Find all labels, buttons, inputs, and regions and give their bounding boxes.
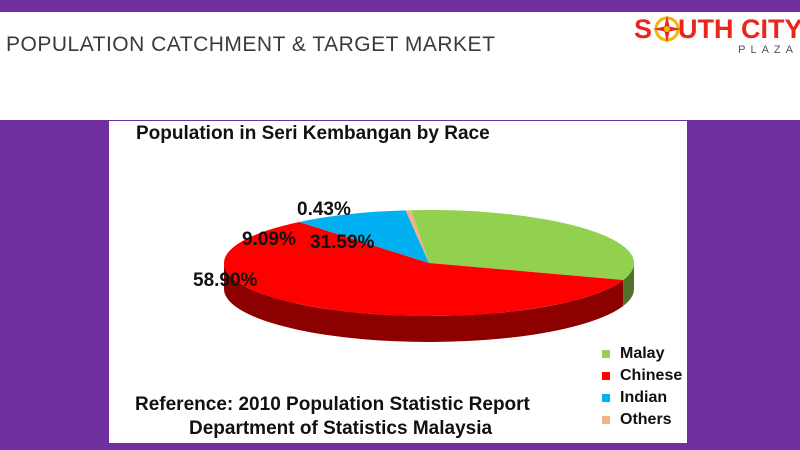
pie-side-chinese [224, 263, 624, 342]
legend-item-others: Others [602, 409, 682, 431]
data-label-others: 0.43% [297, 199, 351, 220]
logo: S UTH CITY PLAZA [634, 14, 800, 64]
chart-title: Population in Seri Kembangan by Race [136, 123, 490, 144]
pie-side-malay [623, 263, 634, 307]
chart-legend: Malay Chinese Indian Others [602, 343, 682, 431]
reference-line-2: Department of Statistics Malaysia [189, 418, 493, 439]
legend-swatch-chinese [602, 372, 610, 380]
logo-wordmark: S UTH CITY [634, 14, 800, 44]
logo-text-end: UTH CITY [678, 14, 800, 44]
legend-label-malay: Malay [620, 345, 665, 362]
pie-slice-others [405, 210, 429, 263]
legend-label-chinese: Chinese [620, 367, 683, 384]
slide-title: POPULATION CATCHMENT & TARGET MARKET [6, 33, 496, 56]
legend-swatch-malay [602, 350, 610, 358]
legend-item-chinese: Chinese [602, 365, 682, 387]
reference-line-1: Reference: 2010 Population Statistic Rep… [135, 394, 530, 415]
legend-label-indian: Indian [620, 389, 668, 406]
data-label-malay: 31.59% [310, 232, 375, 253]
logo-subtitle: PLAZA [738, 44, 798, 56]
legend-item-indian: Indian [602, 387, 682, 409]
legend-item-malay: Malay [602, 343, 682, 365]
pie-slice-malay [411, 210, 634, 281]
compass-icon [653, 15, 681, 43]
legend-label-others: Others [620, 411, 672, 428]
pie-chart: 31.59% 58.90% 9.09%0.43% [193, 199, 634, 342]
logo-text-start: S [634, 14, 653, 44]
chart-panel: Population in Seri Kembangan by Race 31.… [109, 121, 687, 443]
legend-swatch-indian [602, 394, 610, 402]
pie-slice-indian [299, 210, 429, 263]
data-label-indian: 9.09% [242, 229, 296, 250]
pie-slice-chinese [224, 221, 624, 316]
data-label-chinese: 58.90% [193, 270, 258, 291]
legend-swatch-others [602, 416, 610, 424]
chart-reference: Reference: 2010 Population Statistic Rep… [135, 393, 530, 441]
